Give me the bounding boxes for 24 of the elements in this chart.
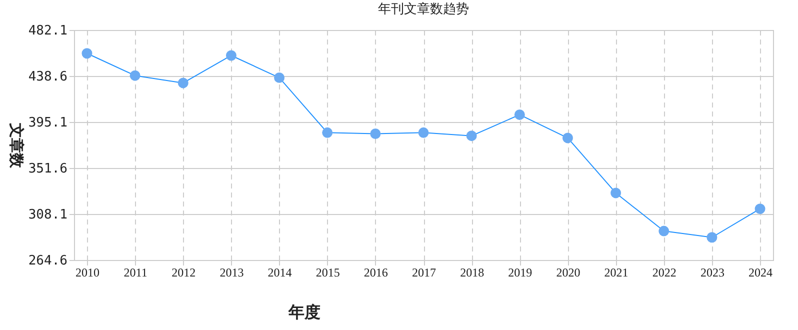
x-tick-label: 2010	[75, 266, 100, 280]
x-axis-title: 年度	[288, 302, 320, 322]
x-tick-label: 2012	[172, 266, 196, 280]
x-tick-label: 2023	[700, 266, 724, 280]
x-tick-label: 2015	[316, 266, 340, 280]
y-tick-label: 482.1	[28, 24, 68, 38]
x-tick-label: 2016	[364, 266, 388, 280]
chart-title: 年刊文章数趋势	[378, 1, 469, 16]
x-tick-label: 2020	[556, 266, 580, 280]
x-tick-label: 2024	[748, 266, 773, 280]
x-tick-label: 2022	[652, 266, 676, 280]
y-tick-label: 438.6	[28, 70, 68, 84]
y-tick-label: 351.6	[28, 162, 68, 176]
y-tick-label: 308.1	[28, 208, 68, 222]
x-tick-label: 2017	[412, 266, 436, 280]
y-tick-label: 395.1	[28, 116, 68, 130]
x-tick-label: 2021	[604, 266, 628, 280]
x-tick-label: 2019	[508, 266, 532, 280]
x-tick-label: 2018	[460, 266, 484, 280]
y-tick-label: 264.6	[28, 254, 68, 268]
x-tick-label: 2014	[268, 266, 292, 280]
x-tick-label: 2013	[220, 266, 244, 280]
x-tick-label: 2011	[124, 266, 148, 280]
y-axis-title: 文章数	[8, 122, 26, 169]
